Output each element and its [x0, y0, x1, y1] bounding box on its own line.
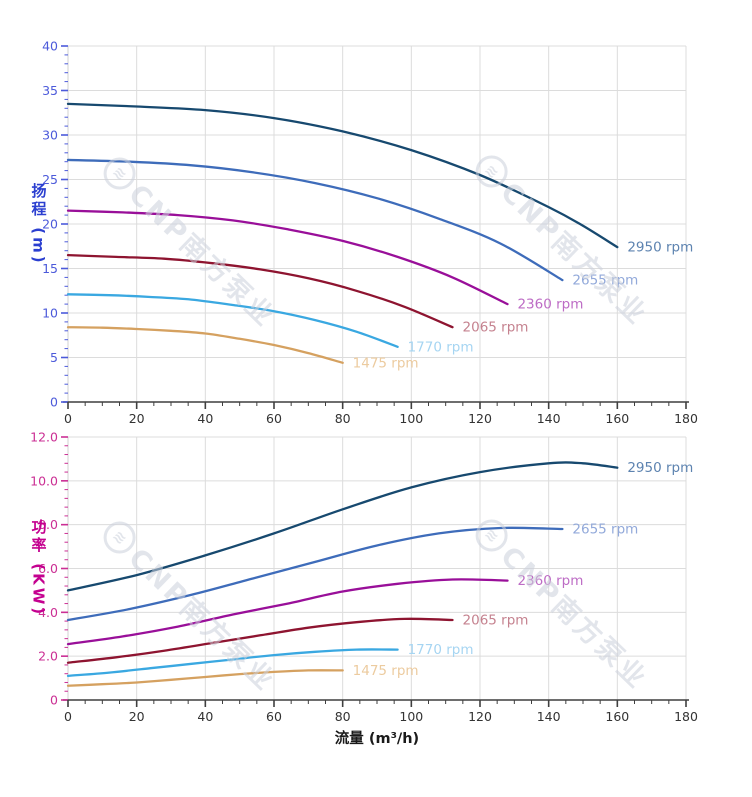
power-vs-flow: 0 2.0 4.0 6.0 8.0 10.0 12.0 0 20 40 60 80 100 120 140 1… [30, 430, 698, 725]
y-tick-label: 10.0 [30, 473, 58, 488]
x-tick-label: 40 [197, 411, 213, 426]
y-tick-label: 4.0 [38, 605, 58, 620]
x-tick-label: 160 [605, 709, 629, 724]
y-tick-label: 0 [50, 693, 58, 708]
gridlines [68, 436, 687, 700]
x-tick-label: 80 [335, 411, 351, 426]
curve-1770-rpm [66, 648, 399, 678]
curve-label-2950-rpm: 2950 rpm [627, 240, 693, 256]
x-tick-label: 0 [64, 411, 72, 426]
x-tick-label: 20 [129, 709, 145, 724]
curve-2360-rpm [66, 578, 509, 646]
curve-2360-rpm [66, 209, 509, 306]
y-tick-label: 25 [42, 172, 58, 187]
curve-label-2065-rpm: 2065 rpm [463, 320, 529, 336]
y-tick-label: 20 [42, 217, 58, 232]
head-vs-flow: 0 5 10 15 20 25 30 35 40 0 20 40 60 80 100 120 140 160 180… [42, 39, 698, 427]
curve-label-1475-rpm: 1475 rpm [353, 663, 419, 679]
y-tick-label: 10 [42, 306, 58, 321]
curve-label-2360-rpm: 2360 rpm [517, 297, 583, 313]
flow-axis-title: 流量 (m³/h) [334, 731, 420, 747]
y-tick-label: 0 [50, 395, 58, 410]
x-tick-label: 100 [399, 411, 423, 426]
x-tick-label: 180 [674, 709, 698, 724]
power-axis-title: 功率 (KW) [29, 519, 48, 618]
y-ticks: 0 2.0 4.0 6.0 8.0 10.0 12.0 [30, 430, 68, 708]
x-tick-label: 180 [674, 411, 698, 426]
curve-label-2065-rpm: 2065 rpm [463, 613, 529, 629]
y-ticks: 0 5 10 15 20 25 30 35 40 [42, 39, 68, 410]
y-tick-label: 2.0 [38, 649, 58, 664]
curve-2065-rpm [66, 254, 454, 329]
y-tick-label: 5 [50, 350, 58, 365]
gridlines [68, 45, 687, 402]
x-tick-label: 160 [605, 411, 629, 426]
curve-label-1475-rpm: 1475 rpm [353, 355, 419, 371]
y-tick-label: 8.0 [38, 517, 58, 532]
curve-label-1770-rpm: 1770 rpm [408, 339, 474, 355]
curve-1475-rpm [66, 669, 344, 687]
curve-2655-rpm [66, 158, 564, 282]
x-tick-label: 100 [399, 709, 423, 724]
x-ticks: 0 20 40 60 80 100 120 140 160 180 [64, 402, 698, 426]
y-tick-label: 15 [42, 261, 58, 276]
y-tick-label: 35 [42, 83, 58, 98]
x-tick-label: 0 [64, 709, 72, 724]
x-tick-label: 60 [266, 709, 282, 724]
curve-1770-rpm [66, 293, 399, 348]
x-tick-label: 120 [468, 411, 492, 426]
x-tick-label: 120 [468, 709, 492, 724]
x-tick-label: 60 [266, 411, 282, 426]
x-tick-label: 40 [197, 709, 213, 724]
x-tick-label: 20 [129, 411, 145, 426]
x-tick-label: 80 [335, 709, 351, 724]
y-tick-label: 40 [42, 39, 58, 54]
curve-label-2655-rpm: 2655 rpm [572, 522, 638, 538]
head-axis-title: 扬程 (m) [29, 182, 48, 266]
curve-label-2950-rpm: 2950 rpm [627, 460, 693, 476]
curve-label-2655-rpm: 2655 rpm [572, 273, 638, 289]
curve-label-1770-rpm: 1770 rpm [408, 642, 474, 658]
curve-1475-rpm [66, 326, 344, 364]
curve-2950-rpm [66, 461, 619, 592]
x-ticks: 0 20 40 60 80 100 120 140 160 180 [64, 700, 698, 724]
curve-2065-rpm [66, 617, 454, 664]
curve-2655-rpm [66, 526, 564, 622]
x-tick-label: 140 [537, 411, 561, 426]
curve-label-2360-rpm: 2360 rpm [517, 573, 583, 589]
curve-2950-rpm [66, 102, 619, 249]
y-tick-label: 6.0 [38, 561, 58, 576]
x-tick-label: 140 [537, 709, 561, 724]
y-tick-label: 30 [42, 128, 58, 143]
y-tick-label: 12.0 [30, 430, 58, 445]
